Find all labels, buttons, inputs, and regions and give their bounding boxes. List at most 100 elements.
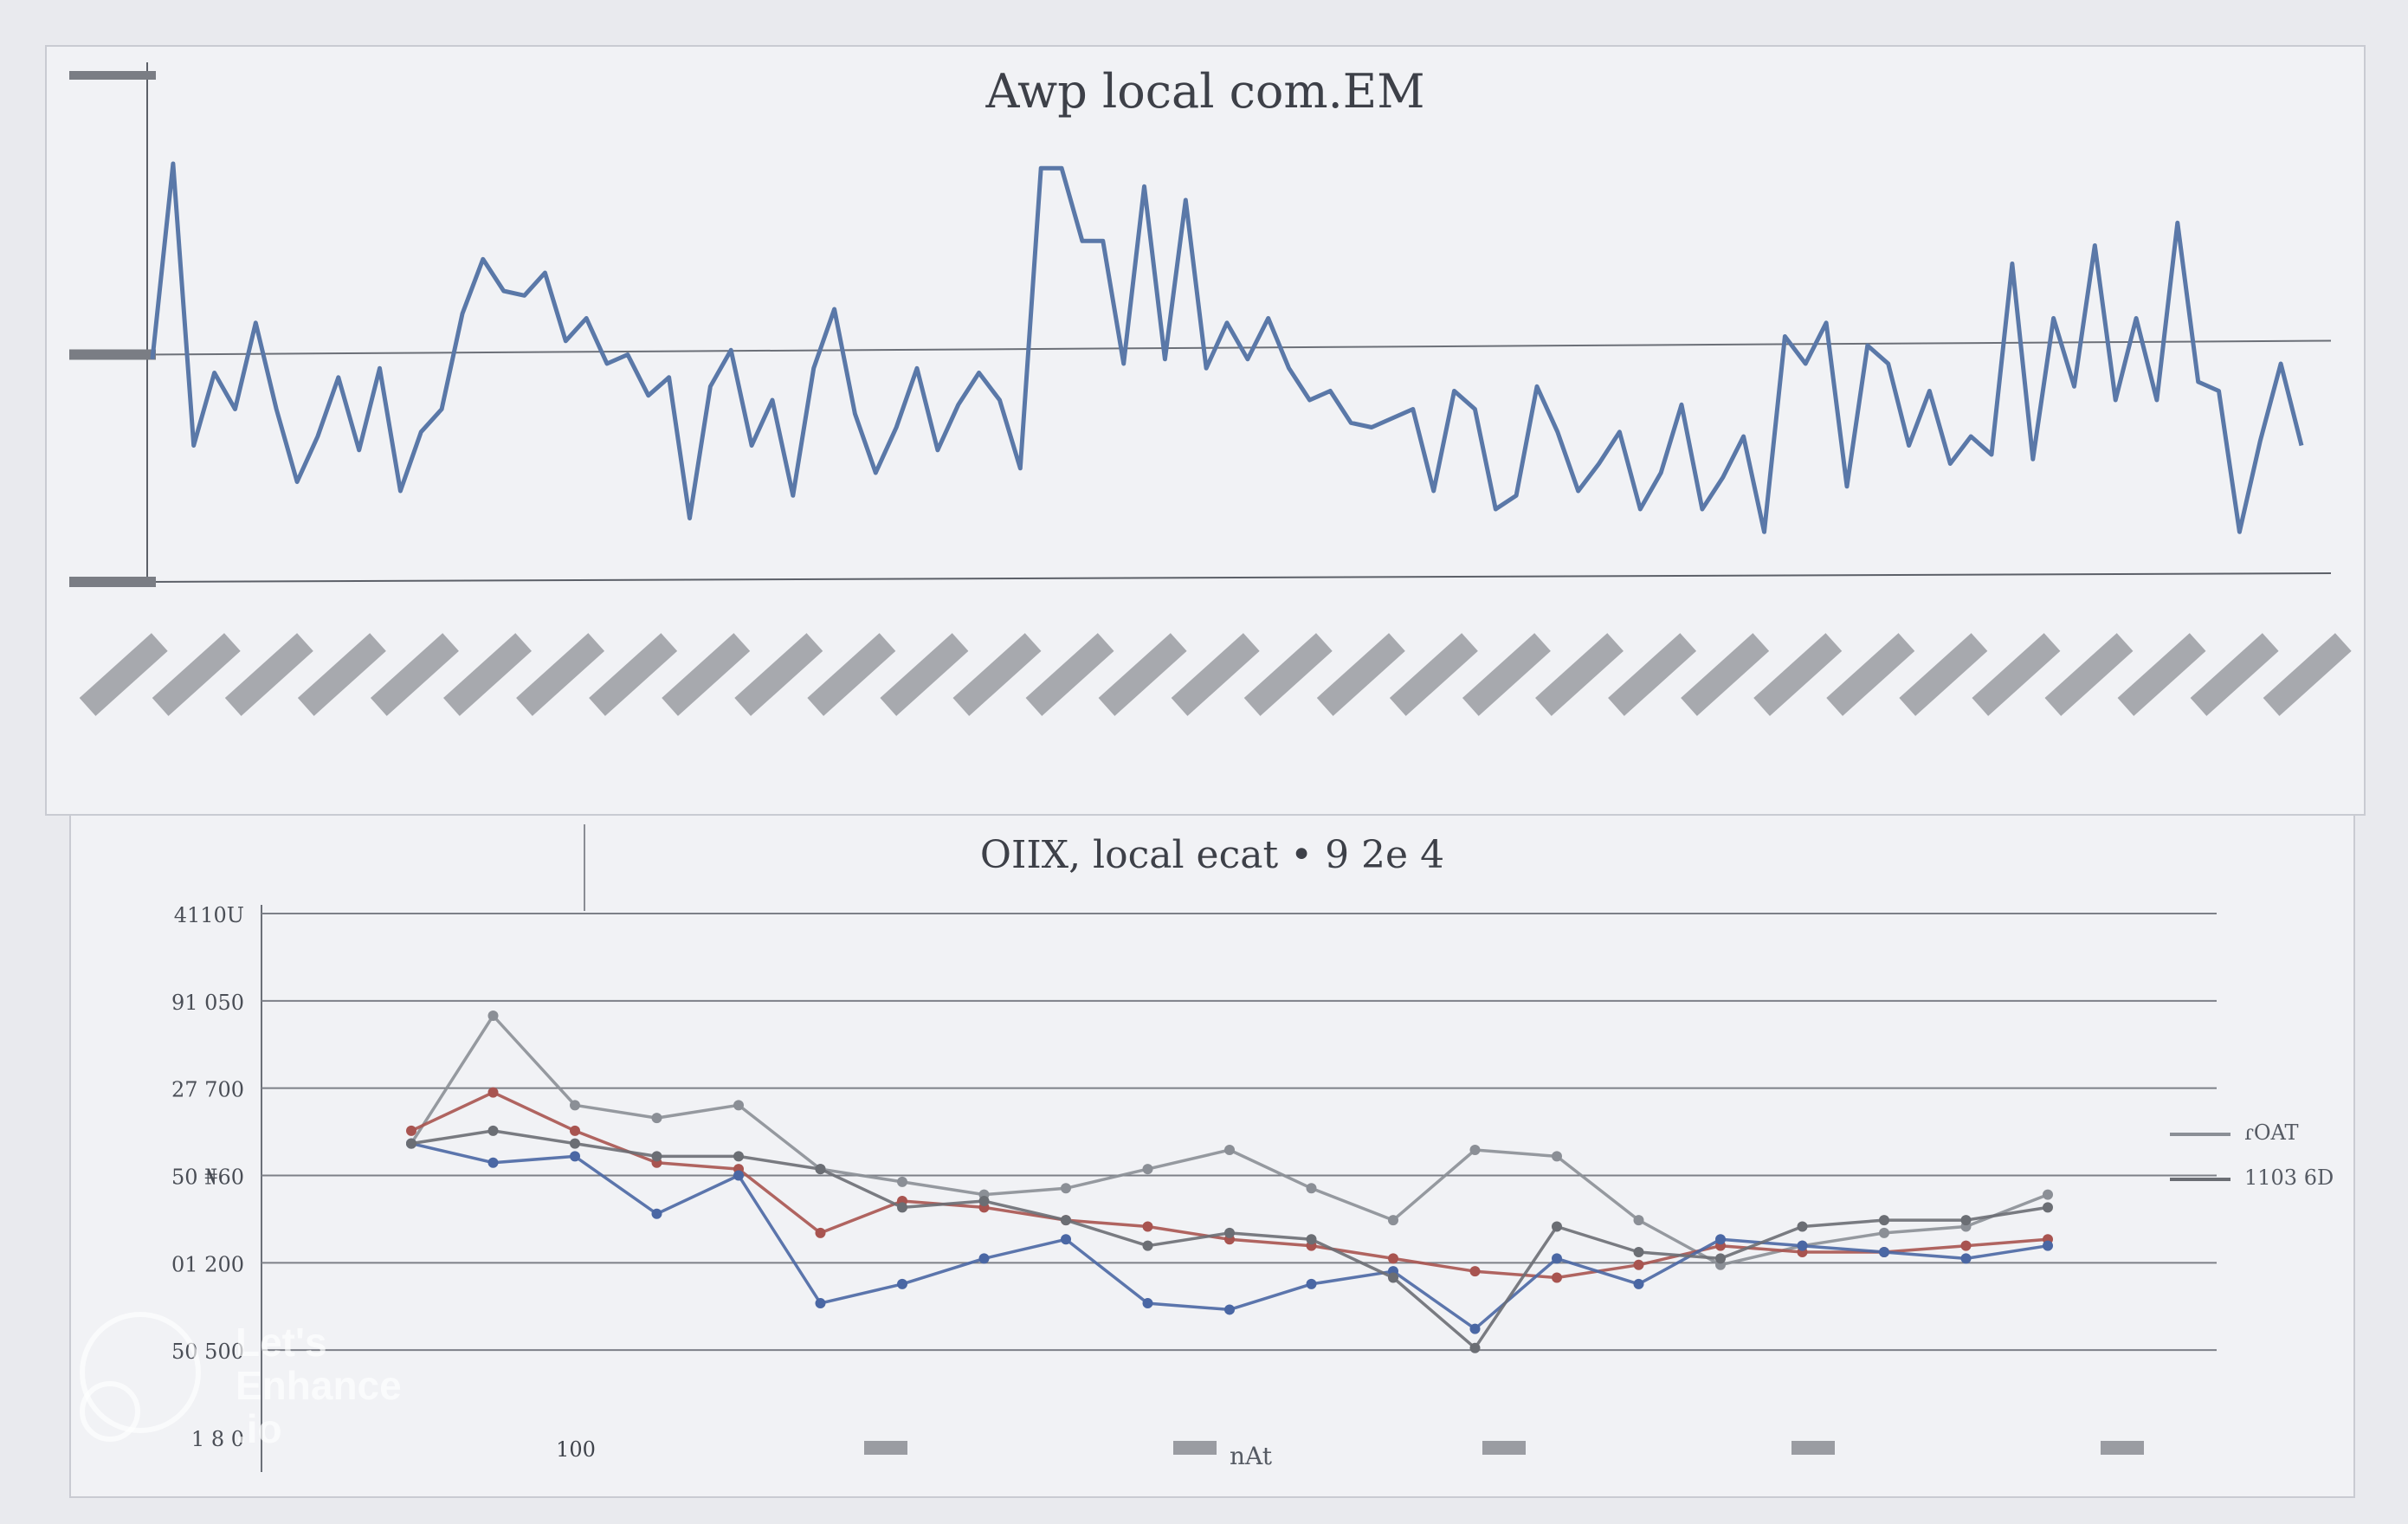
x-tick-label: 100 <box>556 1437 596 1462</box>
series-point-3 <box>651 1151 662 1162</box>
series-point-0 <box>1224 1144 1235 1155</box>
watermark-line: Let's <box>236 1320 327 1365</box>
x-tick-label-mark <box>2190 633 2279 716</box>
x-tick-label-mark <box>79 633 168 716</box>
series-point-2 <box>1224 1304 1235 1315</box>
x-tick-label-mark <box>1316 633 1405 716</box>
x-tick-label-mark <box>1243 633 1333 716</box>
x-tick-label-mark <box>880 633 969 716</box>
series-point-0 <box>570 1100 580 1111</box>
x-tick-label-mark <box>807 633 896 716</box>
x-tick-label-mark <box>734 633 823 716</box>
series-point-3 <box>1061 1215 1071 1226</box>
x-tick-label-mark <box>864 1441 907 1455</box>
series-point-2 <box>487 1157 499 1168</box>
series-point-3 <box>897 1202 907 1213</box>
series-point-2 <box>1960 1253 1972 1264</box>
x-tick-label-mark <box>1098 633 1187 716</box>
series-point-1 <box>570 1125 580 1136</box>
series-point-3 <box>1388 1272 1398 1283</box>
x-tick-label-mark <box>297 633 386 716</box>
legend-swatch <box>2170 1178 2230 1181</box>
series-point-1 <box>1633 1259 1644 1270</box>
bottom-chart-title: OIIX, local ecat • 9 2e 4 <box>979 833 1445 877</box>
y-tick-label: 27 700 <box>171 1078 244 1102</box>
series-point-3 <box>1224 1227 1235 1238</box>
series-point-1 <box>1552 1272 1562 1283</box>
series-point-3 <box>1306 1234 1317 1245</box>
x-tick-label-mark <box>1608 633 1697 716</box>
watermark-line: Enhance <box>236 1363 402 1408</box>
x-tick-label-mark <box>1753 633 1843 716</box>
series-point-3 <box>1142 1240 1153 1251</box>
series-point-2 <box>1633 1278 1644 1289</box>
legend-item: 1103 6D <box>2170 1162 2343 1204</box>
series-point-0 <box>1879 1227 1889 1238</box>
series-point-1 <box>1469 1266 1481 1277</box>
y-tick-label: 50 ₦60 <box>171 1166 244 1190</box>
series-point-2 <box>1552 1253 1562 1264</box>
series-point-2 <box>1715 1234 1726 1245</box>
series-point-0 <box>2043 1189 2053 1200</box>
series-point-0 <box>1142 1164 1153 1175</box>
series-point-1 <box>1388 1253 1398 1264</box>
bottom-chart-legend: ɾOAT 1103 6D <box>2170 1117 2343 1207</box>
series-point-3 <box>570 1138 580 1149</box>
top-chart-plot <box>69 62 2352 716</box>
watermark-text: Let's Enhance .io <box>236 1321 402 1450</box>
series-point-2 <box>1469 1323 1481 1334</box>
x-tick-label-mark <box>1171 633 1260 716</box>
x-tick-label-mark <box>1899 633 1988 716</box>
series-point-2 <box>815 1298 826 1309</box>
x-tick-label-mark <box>2044 633 2134 716</box>
series-point-2 <box>1797 1240 1808 1251</box>
y-tick-label: 01 200 <box>171 1252 244 1276</box>
series-point-2 <box>1306 1278 1317 1289</box>
legend-label: 1103 6D <box>2244 1166 2334 1190</box>
series-point-2 <box>733 1170 744 1181</box>
x-tick-label-mark <box>1681 633 1770 716</box>
x-tick-label-mark <box>152 633 241 716</box>
y-tick-label: 1 8 0 <box>191 1427 244 1451</box>
series-point-0 <box>897 1176 907 1187</box>
series-point-3 <box>978 1196 990 1207</box>
y-tick-label: 91 050 <box>171 991 244 1015</box>
series-point-0 <box>733 1100 744 1111</box>
x-tick-label-mark <box>1462 633 1551 716</box>
series-line-0 <box>150 161 2304 534</box>
series-point-2 <box>2043 1240 2053 1251</box>
series-point-3 <box>1633 1247 1644 1258</box>
x-tick-label-mark <box>1173 1441 1217 1455</box>
series-point-3 <box>487 1125 499 1136</box>
bottom-chart-xlabel: nAt <box>1230 1442 1273 1470</box>
series-point-2 <box>570 1151 580 1162</box>
series-point-0 <box>1633 1215 1644 1226</box>
series-point-0 <box>1552 1151 1562 1162</box>
x-tick-label-mark <box>1389 633 1478 716</box>
legend-label: ɾOAT <box>2244 1120 2299 1145</box>
series-point-2 <box>651 1208 662 1219</box>
series-point-0 <box>1306 1183 1317 1194</box>
series-point-0 <box>1061 1183 1071 1194</box>
x-tick-label-mark <box>2101 1441 2144 1455</box>
x-tick-label-mark <box>1535 633 1624 716</box>
x-tick-label-mark <box>2117 633 2206 716</box>
watermark-line: .io <box>236 1406 282 1451</box>
x-axis-line <box>146 572 2332 583</box>
series-point-3 <box>1715 1253 1726 1264</box>
x-tick-label-mark <box>516 633 605 716</box>
x-tick-label-mark <box>370 633 459 716</box>
legend-swatch <box>2170 1133 2230 1136</box>
series-point-0 <box>1388 1215 1398 1226</box>
watermark-ring-small-icon <box>80 1381 140 1442</box>
series-point-0 <box>487 1011 499 1022</box>
y-tick-label: 4110U <box>174 903 244 927</box>
x-tick-label-mark <box>662 633 751 716</box>
legend-item: ɾOAT <box>2170 1117 2343 1159</box>
series-point-1 <box>487 1087 499 1098</box>
x-tick-label-mark <box>1972 633 2061 716</box>
series-point-3 <box>406 1138 416 1149</box>
watermark-ring-icon <box>80 1312 201 1433</box>
x-tick-label-mark <box>224 633 313 716</box>
